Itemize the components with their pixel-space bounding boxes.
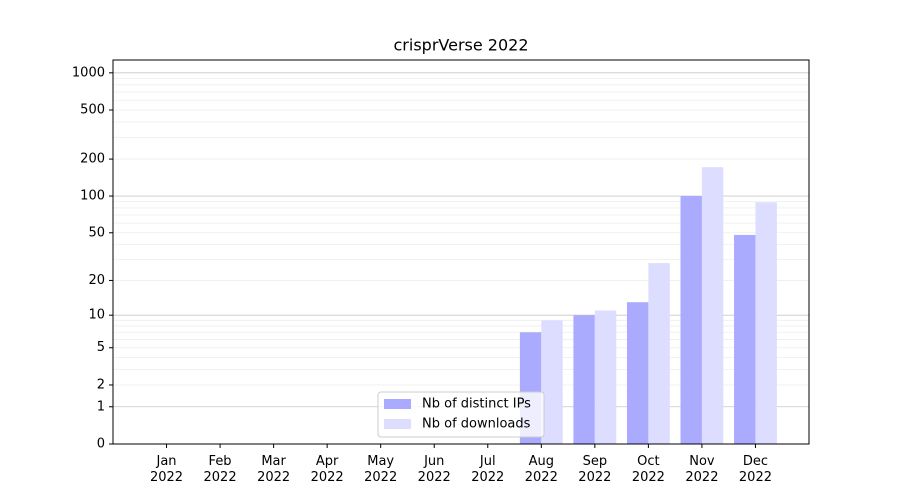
x-tick-label: Mar 2022 — [257, 454, 290, 485]
legend-box — [377, 391, 545, 438]
y-tick-label: 200 — [80, 152, 105, 167]
x-tick-label: Feb 2022 — [204, 454, 237, 485]
bar — [626, 302, 649, 444]
bar — [648, 263, 670, 444]
bar — [594, 310, 617, 444]
x-tick-label: Oct 2022 — [632, 454, 665, 485]
y-tick-label: 2 — [97, 377, 105, 392]
x-tick-label: May 2022 — [364, 454, 397, 485]
bar — [734, 234, 756, 444]
y-tick-label: 100 — [80, 189, 105, 204]
x-tick-label: Jul 2022 — [471, 454, 504, 485]
y-tick-label: 20 — [88, 273, 105, 288]
y-tick-label: 0 — [97, 437, 105, 452]
y-tick-label: 500 — [80, 103, 105, 118]
legend-label: Nb of distinct IPs — [422, 397, 531, 412]
x-tick-label: Dec 2022 — [739, 454, 772, 485]
legend-swatch — [384, 399, 411, 409]
x-tick-label: Jan 2022 — [150, 454, 183, 485]
x-tick-label: Apr 2022 — [311, 454, 344, 485]
bar — [701, 167, 724, 444]
legend-label: Nb of downloads — [422, 417, 531, 432]
bar — [541, 320, 563, 444]
y-tick-label: 1000 — [72, 65, 105, 80]
bar — [680, 196, 702, 444]
legend-swatch — [384, 419, 411, 429]
x-tick-label: Sep 2022 — [578, 454, 611, 485]
bar — [755, 202, 777, 444]
y-tick-label: 5 — [97, 340, 105, 355]
y-tick-label: 1 — [97, 399, 105, 414]
x-tick-label: Jun 2022 — [418, 454, 451, 485]
plot-frame — [112, 59, 810, 445]
x-tick-label: Nov 2022 — [685, 454, 718, 485]
chart-title: crisprVerse 2022 — [394, 36, 529, 55]
bar — [573, 315, 595, 444]
x-tick-label: Aug 2022 — [525, 454, 558, 485]
y-tick-label: 10 — [88, 308, 105, 323]
y-tick-label: 50 — [88, 225, 105, 240]
